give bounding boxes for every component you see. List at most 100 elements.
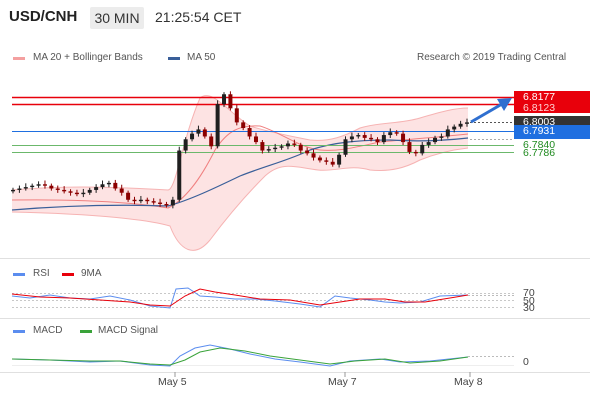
candle-body	[74, 192, 79, 195]
ma50-line	[11, 137, 469, 211]
source-credit: Research © 2019 Trading Central	[417, 52, 567, 63]
candle-body	[17, 188, 22, 190]
macd-zero-label: 0	[523, 356, 529, 368]
rsi-ma-line	[11, 288, 469, 307]
xaxis-label-may7: May 7	[328, 376, 357, 388]
candle-body	[170, 199, 175, 206]
candle-body	[183, 139, 188, 151]
macd-legend-label: MACD	[33, 325, 63, 336]
candle-body	[260, 142, 265, 151]
candle-body	[202, 129, 207, 137]
candle-body	[100, 184, 105, 188]
candle-body	[11, 189, 15, 192]
timeframe-button[interactable]: 30 MIN	[90, 7, 144, 29]
support-label-2: 6.7786	[523, 147, 556, 159]
candle-body	[164, 203, 169, 206]
xaxis-label-may5: May 5	[158, 376, 187, 388]
candle-body	[209, 136, 214, 147]
candle-body	[381, 135, 386, 143]
candle-body	[49, 185, 54, 189]
rsi-ma-legend-label: 9MA	[81, 268, 102, 279]
chart-header: USD/CNH 30 MIN 21:25:54 CET	[0, 0, 590, 36]
candle-body	[234, 108, 239, 123]
rsi-ma-legend-swatch	[62, 273, 74, 276]
macd-signal-legend-swatch	[80, 330, 92, 333]
ma50-legend-label: MA 50	[187, 52, 216, 63]
rsi-label-30: 30	[523, 302, 535, 314]
rsi-legend-label: RSI	[33, 268, 50, 279]
candle-body	[369, 137, 374, 140]
bollinger-legend-label: MA 20 + Bollinger Bands	[33, 52, 143, 63]
rsi-legend-swatch	[13, 273, 25, 276]
candle-body	[23, 187, 28, 189]
candle-body	[132, 199, 137, 202]
candle-body	[433, 137, 438, 143]
candle-body	[349, 136, 354, 140]
resistance-tag-2: 6.8123	[514, 102, 590, 114]
candle-body	[222, 94, 227, 105]
candle-body	[126, 192, 131, 200]
macd-signal-legend-label: MACD Signal	[98, 325, 159, 336]
candle-body	[253, 136, 258, 143]
candle-body	[62, 189, 67, 192]
candle-body	[247, 128, 252, 137]
rsi-label-70: 70	[523, 287, 535, 299]
candle-body	[337, 154, 342, 165]
projection-arrow-head	[497, 98, 512, 111]
support-label-1: 6.7840	[523, 139, 556, 151]
ma50-legend-swatch	[168, 57, 180, 60]
symbol-label: USD/CNH	[9, 8, 78, 25]
candle-body	[228, 94, 233, 109]
candle-body	[106, 182, 111, 185]
candle-body	[356, 135, 361, 137]
candle-body	[30, 185, 35, 188]
candle-body	[138, 199, 143, 202]
candle-body	[113, 182, 118, 189]
resistance-tag-1: 6.8177	[514, 91, 590, 103]
candle-body	[87, 189, 92, 193]
candle-body	[55, 188, 60, 190]
macd-line	[11, 344, 469, 367]
candle-body	[413, 151, 418, 154]
candle-body	[401, 133, 406, 143]
candle-body	[311, 153, 316, 158]
candle-body	[158, 202, 163, 204]
candle-body	[426, 142, 431, 145]
candle-body	[305, 150, 310, 154]
candle-body	[362, 135, 367, 138]
candle-body	[68, 191, 73, 193]
bollinger-band	[12, 95, 468, 251]
bollinger-legend-swatch	[13, 57, 25, 60]
pivot-tag: 6.7931	[514, 125, 590, 139]
candle-body	[324, 160, 329, 162]
candle-body	[241, 122, 246, 129]
candle-body	[119, 188, 124, 193]
projection-arrow-shaft	[470, 102, 503, 124]
candle-body	[94, 187, 99, 190]
candle-body	[375, 139, 380, 143]
candle-body	[330, 161, 335, 165]
candle-body	[215, 104, 220, 147]
candle-body	[343, 139, 348, 155]
candle-body	[177, 150, 182, 200]
candle-body	[42, 184, 47, 186]
candle-body	[407, 142, 412, 152]
candle-body	[273, 147, 278, 150]
candle-body	[196, 129, 201, 134]
candle-body	[317, 157, 322, 161]
candle-body	[439, 136, 444, 138]
rsi-label-50: 50	[523, 295, 535, 307]
candle-body	[465, 122, 469, 124]
clock-time: 21:25:54 CET	[155, 9, 242, 25]
bollinger-lower	[11, 147, 469, 251]
candle-body	[81, 192, 86, 195]
candle-body	[36, 184, 41, 186]
candle-body	[190, 133, 195, 140]
candle-body	[458, 123, 463, 127]
candle-body	[145, 199, 150, 202]
candle-body	[445, 129, 450, 137]
candle-body	[298, 144, 303, 151]
candles-group	[11, 91, 469, 209]
macd-signal-line	[11, 347, 469, 366]
candle-body	[279, 146, 284, 148]
